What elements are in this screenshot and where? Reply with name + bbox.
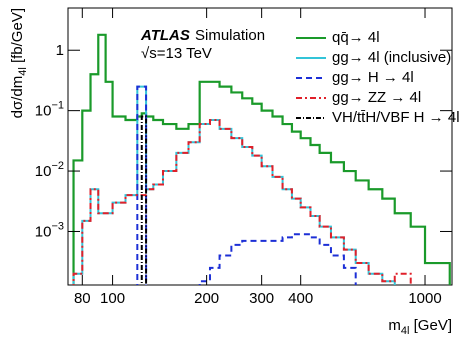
annotation: Simulation (195, 27, 265, 44)
x-tick-label: 80 (74, 290, 91, 307)
y-tick-label: 10−3 (35, 220, 64, 240)
y-tick-exponent: −3 (51, 220, 64, 232)
legend-label: gg→ ZZ → 4l (332, 89, 421, 106)
legend-label: qq̄→ 4l (332, 29, 380, 46)
series-layer (72, 33, 451, 285)
energy-label: √s=13 TeV (141, 45, 212, 62)
x-tick-label: 400 (288, 290, 313, 307)
series-line (140, 115, 148, 285)
legend-label: VH/tt̄H/VBF H → 4l (332, 109, 460, 126)
y-tick-base: 10 (35, 103, 52, 120)
series-line (136, 85, 357, 285)
y-tick-exponent: −2 (51, 160, 64, 172)
x-tick-label: 1000 (408, 290, 441, 307)
y-tick-exponent: −1 (51, 100, 64, 112)
y-axis-label: dσ/dm4l [fb/GeV] (9, 8, 29, 118)
y-tick-label: 10−1 (35, 100, 64, 120)
legend-label: gg→ 4l (inclusive) (332, 49, 451, 66)
series-line (72, 119, 412, 285)
x-tick-label: 200 (194, 290, 219, 307)
y-tick-base: 10 (35, 163, 52, 180)
y-tick-label: 10−2 (35, 160, 64, 180)
atlas-label: ATLAS (140, 27, 190, 44)
plot-frame (67, 7, 453, 286)
legend-label: gg→ H → 4l (332, 69, 414, 86)
x-tick-label: 300 (249, 290, 274, 307)
x-axis-label: m4l [GeV] (388, 317, 452, 337)
y-tick-label: 1 (56, 42, 64, 59)
y-tick-base: 10 (35, 223, 52, 240)
series-line (72, 33, 451, 285)
x-tick-label: 100 (100, 290, 125, 307)
